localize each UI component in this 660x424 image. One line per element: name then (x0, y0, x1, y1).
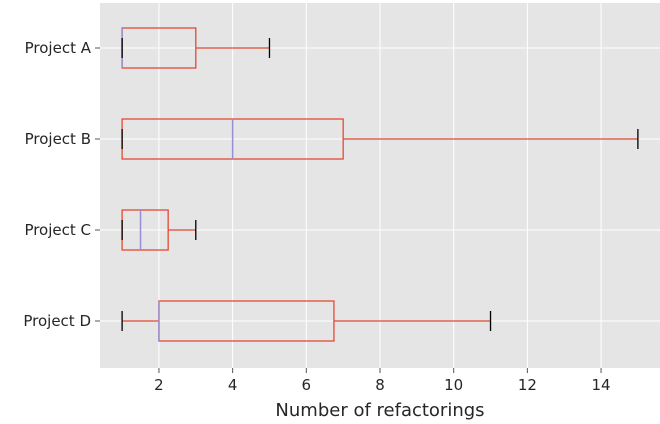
x-tick-label: 12 (518, 376, 537, 394)
boxes (121, 27, 639, 342)
box-group (121, 118, 639, 160)
y-tick-label: Project A (25, 39, 92, 57)
box-group (121, 209, 197, 251)
box-group (121, 300, 492, 342)
x-tick-label: 10 (444, 376, 463, 394)
x-tick-label: 6 (302, 376, 312, 394)
x-axis-title: Number of refactorings (275, 400, 484, 421)
box-group (121, 27, 271, 69)
y-tick-label: Project B (25, 130, 91, 148)
x-tick-label: 8 (375, 376, 385, 394)
y-tick-label: Project D (23, 312, 91, 330)
x-tick-label: 4 (228, 376, 238, 394)
y-tick-label: Project C (24, 221, 91, 239)
axis-ticks: 2 4 6 8 10 12 14 Project A Project B Project C Pro… (23, 39, 610, 394)
x-tick-label: 2 (154, 376, 164, 394)
x-tick-label: 14 (592, 376, 611, 394)
